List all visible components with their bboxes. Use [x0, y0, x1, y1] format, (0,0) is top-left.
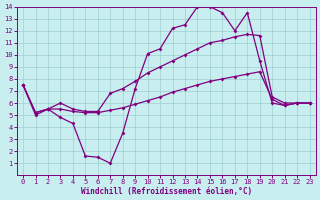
X-axis label: Windchill (Refroidissement éolien,°C): Windchill (Refroidissement éolien,°C) — [81, 187, 252, 196]
